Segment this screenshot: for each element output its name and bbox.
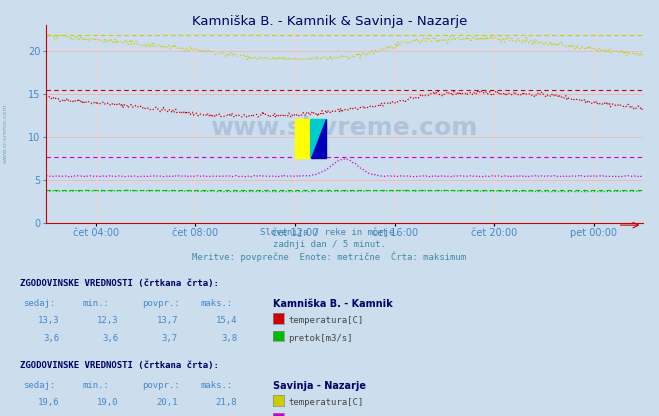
Text: Meritve: povprečne  Enote: metrične  Črta: maksimum: Meritve: povprečne Enote: metrične Črta:… xyxy=(192,251,467,262)
Text: min.:: min.: xyxy=(82,381,109,390)
Text: www.si-vreme.com: www.si-vreme.com xyxy=(3,103,8,163)
Text: 13,7: 13,7 xyxy=(156,316,178,325)
Text: pretok[m3/s]: pretok[m3/s] xyxy=(288,334,353,343)
Text: Kamniška B. - Kamnik & Savinja - Nazarje: Kamniška B. - Kamnik & Savinja - Nazarje xyxy=(192,15,467,27)
Text: maks.:: maks.: xyxy=(201,381,233,390)
Text: 3,7: 3,7 xyxy=(162,334,178,343)
Text: Savinja - Nazarje: Savinja - Nazarje xyxy=(273,381,366,391)
Text: 20,1: 20,1 xyxy=(156,398,178,407)
Text: Kamniška B. - Kamnik: Kamniška B. - Kamnik xyxy=(273,299,393,309)
Polygon shape xyxy=(310,119,326,158)
Text: 12,3: 12,3 xyxy=(97,316,119,325)
Text: 13,3: 13,3 xyxy=(38,316,59,325)
Bar xyxy=(295,119,310,158)
Text: 19,6: 19,6 xyxy=(38,398,59,407)
Text: maks.:: maks.: xyxy=(201,299,233,308)
Text: 3,6: 3,6 xyxy=(103,334,119,343)
Text: temperatura[C]: temperatura[C] xyxy=(288,398,363,407)
Text: www.si-vreme.com: www.si-vreme.com xyxy=(211,116,478,140)
Text: zadnji dan / 5 minut.: zadnji dan / 5 minut. xyxy=(273,240,386,249)
Text: Slovenija / reke in morje.: Slovenija / reke in morje. xyxy=(260,228,399,237)
Text: povpr.:: povpr.: xyxy=(142,381,179,390)
Text: povpr.:: povpr.: xyxy=(142,299,179,308)
Polygon shape xyxy=(310,119,326,158)
Text: temperatura[C]: temperatura[C] xyxy=(288,316,363,325)
Text: 15,4: 15,4 xyxy=(215,316,237,325)
Text: sedaj:: sedaj: xyxy=(23,381,55,390)
Text: 19,0: 19,0 xyxy=(97,398,119,407)
Text: 3,8: 3,8 xyxy=(221,334,237,343)
Text: 3,6: 3,6 xyxy=(43,334,59,343)
Text: ZGODOVINSKE VREDNOSTI (črtkana črta):: ZGODOVINSKE VREDNOSTI (črtkana črta): xyxy=(20,279,219,288)
Text: min.:: min.: xyxy=(82,299,109,308)
Text: ZGODOVINSKE VREDNOSTI (črtkana črta):: ZGODOVINSKE VREDNOSTI (črtkana črta): xyxy=(20,361,219,370)
Text: sedaj:: sedaj: xyxy=(23,299,55,308)
Text: 21,8: 21,8 xyxy=(215,398,237,407)
